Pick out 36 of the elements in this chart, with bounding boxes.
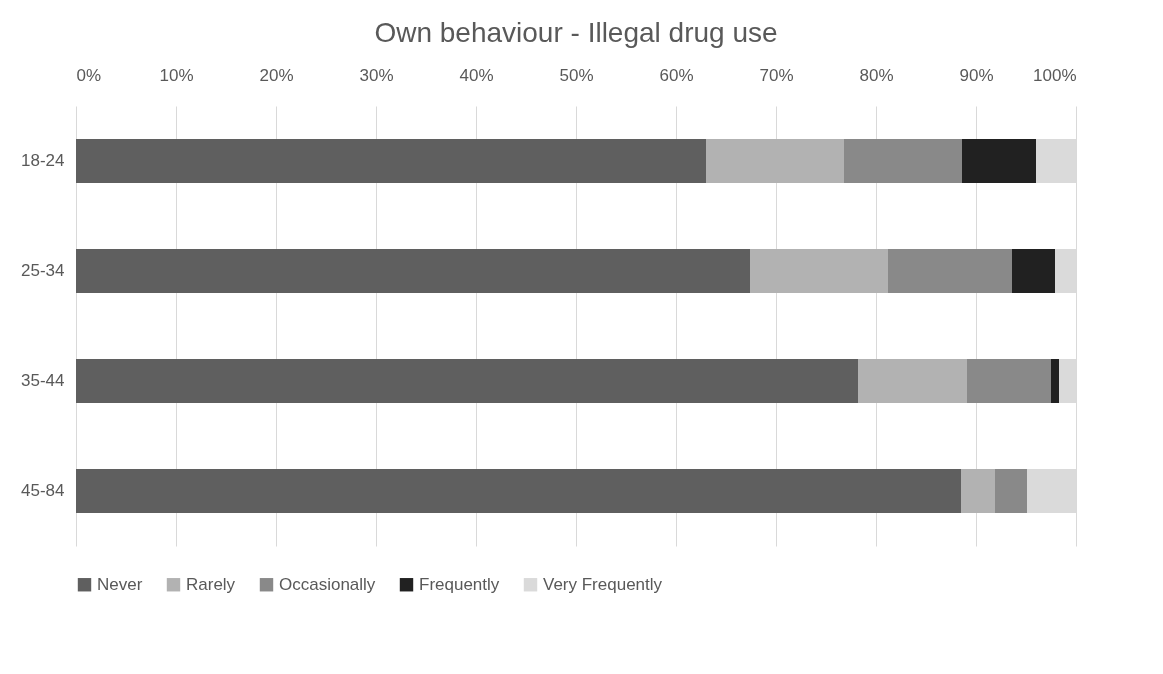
bar [706,139,844,183]
legend-label: Very Frequently [543,574,663,594]
x-tick-label: 20% [259,65,294,85]
bar [1051,359,1059,403]
x-tick-label: 10% [159,65,194,85]
bar [961,469,995,513]
x-tick-label: 50% [559,65,594,85]
bar [858,359,967,403]
x-tick-label: 80% [859,65,894,85]
x-tick-label: 0% [76,65,102,85]
legend-label: Rarely [186,574,236,594]
y-tick-label: 35-44 [21,371,65,390]
bar [750,249,888,293]
y-tick-label: 25-34 [21,261,65,280]
legend-label: Never [97,574,143,594]
x-tick-label: 30% [359,65,394,85]
x-tick-label: 70% [759,65,794,85]
y-tick-label: 45-84 [21,481,65,500]
bar [76,139,706,183]
x-tick-label: 60% [659,65,694,85]
bar [962,139,1036,183]
bar [1012,249,1055,293]
bar [76,469,961,513]
chart-title: Own behaviour - Illegal drug use [374,17,778,48]
x-tick-label: 40% [459,65,494,85]
bar [967,359,1051,403]
bar [888,249,1012,293]
bar [76,359,858,403]
bar [844,139,962,183]
bar [995,469,1027,513]
x-tick-label: 100% [1033,65,1077,85]
legend-label: Frequently [419,574,500,594]
bar [76,249,750,293]
y-tick-label: 18-24 [21,151,65,170]
x-tick-label: 90% [959,65,994,85]
legend-label: Occasionally [279,574,376,594]
